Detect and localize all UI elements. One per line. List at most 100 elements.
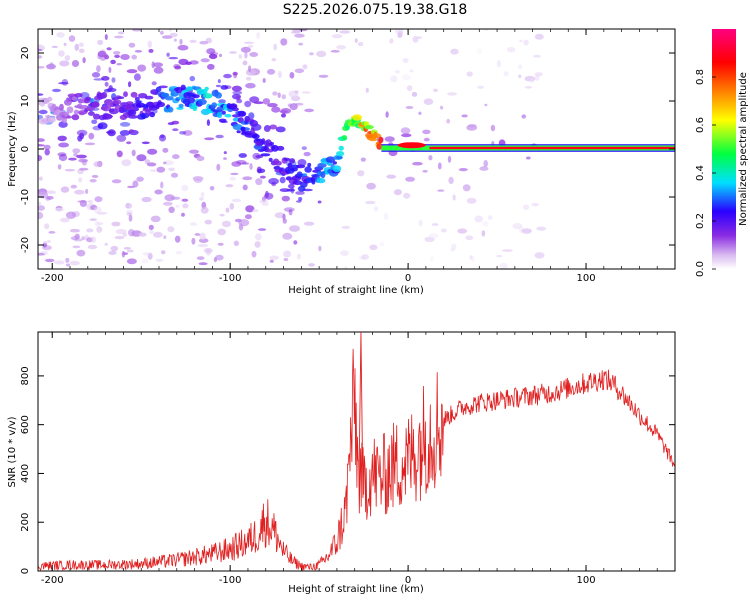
spectrogram-noise-blob	[126, 258, 137, 265]
spectrogram-noise-blob	[393, 189, 402, 196]
spectrogram-noise-blob	[294, 90, 299, 94]
spectrogram-ridge-blob	[261, 138, 266, 145]
spectrogram-noise-blob	[39, 176, 43, 181]
spectrogram-noise-blob	[158, 134, 167, 142]
spectrogram-noise-blob	[240, 46, 251, 53]
spectrogram-noise-blob	[164, 194, 175, 202]
colorbar-tick-label: 0.2	[695, 213, 706, 229]
spectrogram-ridge-blob	[232, 107, 239, 112]
spectrogram-noise-blob	[52, 88, 61, 93]
spectrogram-noise-blob	[275, 126, 286, 133]
spectrogram-noise-blob	[91, 119, 98, 125]
colorbar-gradient	[712, 29, 736, 269]
spectrogram-ridge-blob	[292, 180, 303, 186]
spectrogram-noise-blob	[283, 250, 292, 258]
spectrogram-noise-blob	[269, 259, 274, 263]
spectrogram-noise-blob	[93, 78, 104, 81]
spectrogram-noise-blob	[57, 164, 62, 170]
spectrogram-noise-blob	[181, 184, 189, 192]
spectrogram-noise-blob	[238, 54, 242, 59]
spectrogram-noise-blob	[397, 32, 402, 38]
spectrogram-noise-blob	[88, 132, 95, 140]
spectrogram-ridge-blob	[224, 113, 232, 118]
spectrogram-noise-blob	[280, 108, 292, 114]
spectrogram-noise-blob	[339, 30, 351, 34]
spectrogram-noise-blob	[151, 81, 157, 86]
colorbar-tick-label: 0.4	[695, 165, 706, 181]
spectrogram-ridge-blob	[221, 110, 226, 115]
spectrogram-x-tick-label: -200	[41, 273, 64, 284]
snr-axis-ticks: -200 -100 0 100 0 200 400 600 800	[20, 332, 676, 586]
spectrogram-noise-blob	[56, 32, 65, 38]
spectrogram-noise-blob	[126, 209, 133, 214]
spectrogram-noise-blob	[78, 158, 88, 163]
spectrogram-noise-blob	[181, 212, 185, 217]
spectrogram-noise-blob	[189, 75, 196, 82]
spectrogram-noise-blob	[257, 168, 266, 174]
spectrogram-noise-blob	[131, 54, 137, 60]
spectrogram-noise-blob	[280, 38, 288, 46]
spectrogram-noise-blob	[223, 151, 227, 155]
spectrogram-y-tick-label: 10	[20, 95, 31, 108]
spectrogram-noise-blob	[106, 131, 115, 134]
spectrogram-noise-blob	[467, 124, 477, 128]
spectrogram-noise-blob	[166, 52, 170, 57]
spectrogram-noise-blob	[281, 195, 290, 202]
spectrogram-ridge-blob	[311, 179, 316, 185]
spectrogram-noise-blob	[484, 29, 489, 32]
spectrogram-noise-blob	[68, 35, 76, 42]
spectrogram-noise-blob	[247, 44, 254, 48]
spectrogram-noise-blob	[533, 54, 541, 58]
spectrogram-ridge-blob	[167, 106, 174, 113]
spectrogram-noise-blob	[483, 160, 489, 168]
spectrogram-noise-blob	[57, 135, 67, 142]
spectrogram-noise-blob	[254, 241, 261, 248]
spectrogram-noise-blob	[108, 85, 113, 92]
spectrogram-ridge-blob	[283, 157, 291, 161]
spectrogram-noise-blob	[271, 106, 281, 113]
spectrogram-noise-blob	[524, 75, 536, 82]
spectrogram-noise-blob	[366, 182, 376, 190]
spectrogram-ridge-blob	[71, 96, 77, 101]
spectrogram-noise-blob	[277, 70, 282, 79]
spectrogram-noise-blob	[302, 64, 308, 70]
spectrogram-noise-blob	[113, 51, 121, 55]
spectrogram-noise-blob	[168, 29, 172, 32]
spectrogram-noise-blob	[97, 50, 107, 58]
spectrogram-noise-blob	[79, 48, 85, 53]
spectrogram-noise-blob	[150, 215, 161, 223]
spectrogram-noise-blob	[253, 101, 264, 105]
spectrogram-noise-blob	[78, 167, 89, 171]
spectrogram-noise-blob	[523, 39, 529, 46]
spectrogram-ridge-blob	[338, 145, 344, 151]
spectrogram-noise-blob	[303, 221, 315, 226]
spectrogram-noise-blob	[412, 161, 423, 166]
spectrogram-noise-blob	[44, 148, 50, 156]
spectrogram-noise-blob	[198, 262, 208, 266]
spectrogram-noise-blob	[289, 103, 298, 111]
spectrogram-noise-blob	[458, 168, 468, 172]
spectrogram-noise-blob	[65, 263, 71, 267]
spectrogram-noise-blob	[215, 84, 221, 88]
spectrogram-noise-blob	[120, 54, 130, 60]
spectrogram-noise-blob	[104, 34, 108, 40]
spectrogram-noise-blob	[360, 157, 366, 162]
spectrogram-noise-blob	[506, 46, 516, 53]
spectrogram-noise-blob	[437, 189, 445, 192]
spectrogram-noise-blob	[97, 222, 104, 226]
spectrogram-noise-blob	[238, 223, 244, 231]
spectrogram-noise-blob	[249, 52, 259, 57]
spectrogram-noise-blob	[114, 235, 125, 240]
spectrogram-noise-blob	[245, 205, 255, 213]
spectrogram-noise-blob	[534, 72, 543, 77]
spectrogram-noise-blob	[111, 77, 116, 83]
spectrogram-noise-blob	[168, 206, 175, 214]
spectrogram-noise-blob	[137, 64, 147, 72]
spectrogram-ridge-blob	[192, 94, 200, 99]
spectrogram-ridge-blob	[336, 151, 345, 157]
spectrogram-noise-blob	[79, 200, 87, 207]
spectrogram-noise-blob	[65, 257, 70, 263]
spectrogram-noise-blob	[128, 81, 132, 88]
spectrogram-noise-blob	[447, 155, 452, 163]
spectrogram-noise-blob	[289, 225, 300, 232]
